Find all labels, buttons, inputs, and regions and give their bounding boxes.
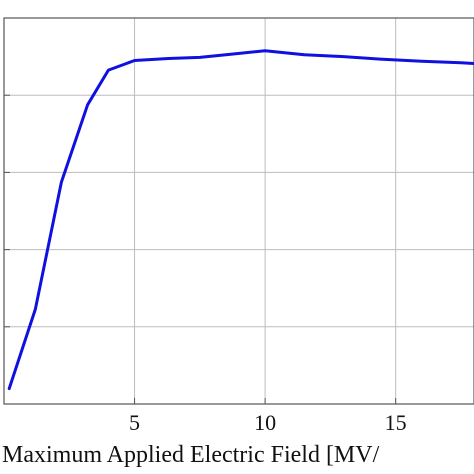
plot-frame [3, 17, 474, 405]
series-line [7, 49, 474, 391]
x-tick-label: 10 [254, 410, 276, 435]
x-tick-label: 15 [385, 410, 407, 435]
x-axis-label: Maximum Applied Electric Field [MV/ [2, 442, 380, 468]
grid-layer [4, 18, 474, 404]
series-layer [7, 49, 474, 391]
x-tick-label: 5 [129, 410, 140, 435]
tick-layer: 5 10 15 [4, 94, 407, 435]
